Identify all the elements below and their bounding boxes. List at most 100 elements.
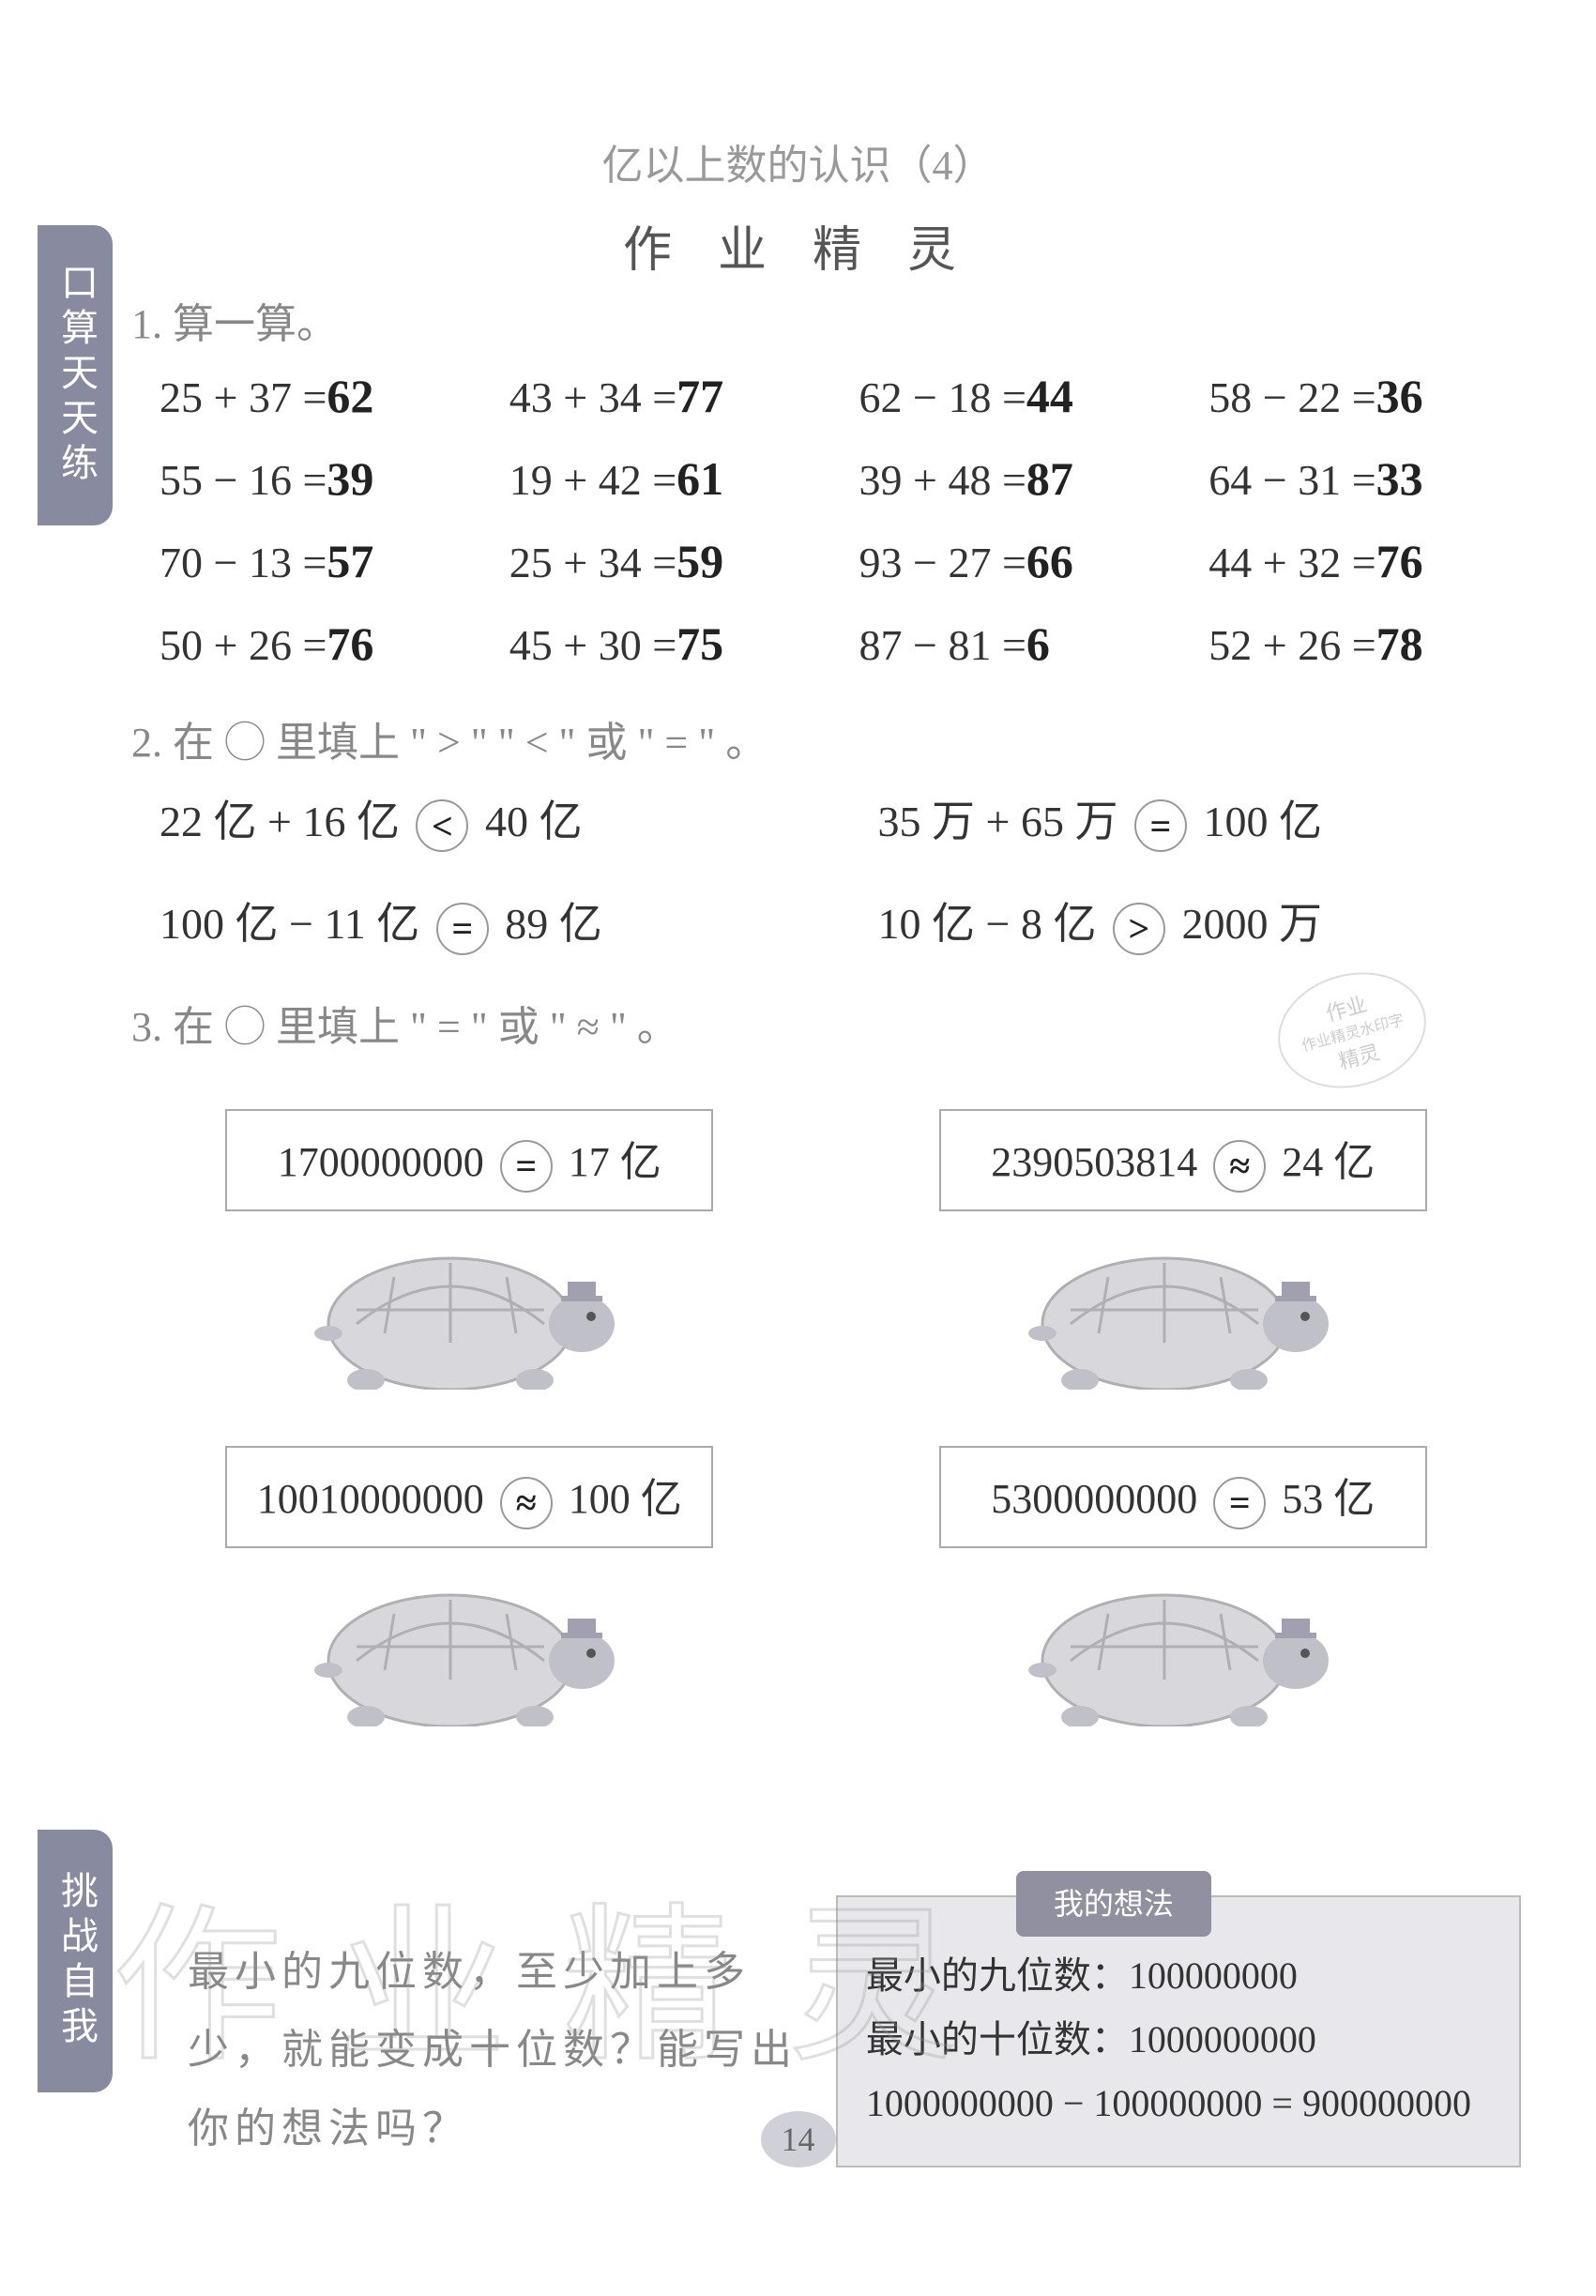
page-subtitle: 作 业 精 灵 <box>75 210 1521 281</box>
challenge-area: 最小的九位数，至少加上多少，就能变成十位数？能写出你的想法吗？ 我的想法 最小的… <box>188 1895 1521 2168</box>
turtle-right: 24 亿 <box>1271 1139 1375 1185</box>
turtle-cell: 5300000000 = 53 亿 <box>883 1446 1484 1726</box>
arith-answer: 87 <box>1026 452 1073 505</box>
turtle-icon <box>300 1221 638 1390</box>
arith-expr: 64 − 31 = <box>1208 456 1376 504</box>
turtle-left: 1700000000 <box>278 1139 494 1185</box>
compare-left: 10 亿 − 8 亿 <box>878 900 1107 948</box>
arith-item: 19 + 42 =61 <box>509 451 822 506</box>
turtle-icon <box>300 1558 638 1726</box>
arith-answer: 77 <box>676 370 723 422</box>
arith-item: 44 + 32 =76 <box>1208 534 1521 588</box>
turtle-expression-box: 2390503814 ≈ 24 亿 <box>939 1109 1427 1211</box>
arith-answer: 6 <box>1026 617 1050 670</box>
turtle-expression-box: 1700000000 = 17 亿 <box>225 1109 713 1211</box>
compare-left: 100 亿 − 11 亿 <box>160 900 431 948</box>
thought-line: 最小的十位数：1000000000 <box>866 2008 1491 2072</box>
challenge-question: 最小的九位数，至少加上多少，就能变成十位数？能写出你的想法吗？ <box>188 1895 798 2168</box>
arith-item: 93 − 27 =66 <box>859 534 1172 588</box>
arith-item: 43 + 34 =77 <box>509 369 822 423</box>
turtle-right: 100 亿 <box>558 1476 682 1522</box>
arith-answer: 57 <box>327 535 373 587</box>
arith-item: 52 + 26 =78 <box>1208 616 1521 671</box>
arith-expr: 50 + 26 = <box>160 621 327 669</box>
turtle-cell: 1700000000 = 17 亿 <box>169 1109 770 1390</box>
turtle-answer-circle: ≈ <box>500 1477 553 1529</box>
turtle-answer-circle: ≈ <box>1213 1140 1266 1193</box>
arith-item: 58 − 22 =36 <box>1208 369 1521 423</box>
arith-item: 45 + 30 =75 <box>509 616 822 671</box>
arithmetic-grid: 25 + 37 =62 43 + 34 =77 62 − 18 =44 58 − 22… <box>160 369 1521 671</box>
arith-answer: 76 <box>327 617 373 670</box>
arith-expr: 87 − 81 = <box>859 621 1026 669</box>
arith-expr: 58 − 22 = <box>1208 373 1376 421</box>
page-number: 14 <box>761 2111 836 2167</box>
arith-answer: 39 <box>327 452 373 505</box>
arith-expr: 55 − 16 = <box>160 456 327 504</box>
arith-item: 62 − 18 =44 <box>859 369 1172 423</box>
compare-right: 100 亿 <box>1193 798 1322 845</box>
arith-item: 70 − 13 =57 <box>160 534 472 588</box>
arith-answer: 66 <box>1026 535 1073 587</box>
turtle-left: 10010000000 <box>257 1476 494 1522</box>
turtle-icon <box>1014 1221 1352 1390</box>
side-tab-challenge: 挑战自我 <box>38 1830 113 2092</box>
arith-expr: 93 − 27 = <box>859 539 1026 586</box>
arith-answer: 78 <box>1376 617 1423 670</box>
arith-expr: 43 + 34 = <box>509 373 676 421</box>
arith-expr: 45 + 30 = <box>509 621 676 669</box>
turtle-grid: 1700000000 = 17 亿 2390503814 ≈ 24 亿 1001… <box>169 1109 1483 1726</box>
arith-expr: 25 + 34 = <box>509 539 676 586</box>
arith-expr: 62 − 18 = <box>859 373 1026 421</box>
arith-item: 25 + 37 =62 <box>160 369 472 423</box>
thought-line: 最小的九位数：100000000 <box>866 1944 1491 2008</box>
worksheet-page: 口算天天练 挑战自我 亿以上数的认识（4） 作 业 精 灵 1. 算一算。 25… <box>0 0 1596 2205</box>
arith-answer: 36 <box>1376 370 1423 422</box>
arith-expr: 19 + 42 = <box>509 456 676 504</box>
compare-item: 100 亿 − 11 亿 = 89 亿 <box>160 890 803 954</box>
turtle-icon <box>1014 1558 1352 1726</box>
page-title: 亿以上数的认识（4） <box>75 131 1521 191</box>
arith-expr: 52 + 26 = <box>1208 621 1376 669</box>
arith-item: 25 + 34 =59 <box>509 534 822 588</box>
arith-answer: 33 <box>1376 452 1423 505</box>
arith-item: 55 − 16 =39 <box>160 451 472 506</box>
compare-left: 22 亿 + 16 亿 <box>160 798 410 845</box>
arith-item: 50 + 26 =76 <box>160 616 472 671</box>
thought-line: 1000000000 − 100000000 = 900000000 <box>866 2072 1491 2136</box>
arith-answer: 61 <box>676 452 723 505</box>
turtle-cell: 2390503814 ≈ 24 亿 <box>883 1109 1484 1390</box>
turtle-answer-circle: = <box>500 1140 553 1193</box>
compare-answer-circle: < <box>416 799 468 852</box>
arith-answer: 62 <box>327 370 373 422</box>
arith-expr: 39 + 48 = <box>859 456 1026 504</box>
arith-item: 64 − 31 =33 <box>1208 451 1521 506</box>
arith-answer: 76 <box>1376 535 1423 587</box>
compare-item: 22 亿 + 16 亿 < 40 亿 <box>160 787 803 852</box>
side-tab-practice: 口算天天练 <box>38 225 113 525</box>
turtle-right: 17 亿 <box>558 1139 661 1185</box>
compare-left: 35 万 + 65 万 <box>878 798 1129 845</box>
compare-answer-circle: = <box>436 903 489 955</box>
arith-item: 39 + 48 =87 <box>859 451 1172 506</box>
arith-answer: 59 <box>676 535 723 587</box>
arith-answer: 75 <box>676 617 723 670</box>
q3-row: 3. 在 ◯ 里填上 " = " 或 " ≈ " 。 作业 作业精灵水印字 精灵 <box>131 993 1521 1053</box>
q2-heading: 2. 在 ◯ 里填上 " > " " < " 或 " = " 。 <box>131 708 1521 768</box>
arith-item: 87 − 81 =6 <box>859 616 1172 671</box>
compare-right: 2000 万 <box>1171 900 1322 948</box>
q1-heading: 1. 算一算。 <box>131 290 1521 350</box>
turtle-left: 2390503814 <box>991 1139 1208 1185</box>
turtle-left: 5300000000 <box>991 1476 1208 1522</box>
compare-answer-circle: > <box>1113 903 1165 955</box>
compare-grid: 22 亿 + 16 亿 < 40 亿35 万 + 65 万 = 100 亿100… <box>160 787 1521 955</box>
turtle-expression-box: 5300000000 = 53 亿 <box>939 1446 1427 1548</box>
thought-tab-label: 我的想法 <box>1016 1871 1211 1937</box>
turtle-right: 53 亿 <box>1271 1476 1375 1522</box>
compare-item: 10 亿 − 8 亿 > 2000 万 <box>878 890 1522 954</box>
content-area: 1. 算一算。 25 + 37 =6243 + 34 =7762 − 18 =4… <box>131 290 1521 2167</box>
compare-right: 40 亿 <box>474 798 582 845</box>
compare-item: 35 万 + 65 万 = 100 亿 <box>878 787 1522 852</box>
thought-box: 我的想法 最小的九位数：100000000 最小的十位数：1000000000 … <box>836 1895 1521 2168</box>
arith-expr: 70 − 13 = <box>160 539 327 586</box>
